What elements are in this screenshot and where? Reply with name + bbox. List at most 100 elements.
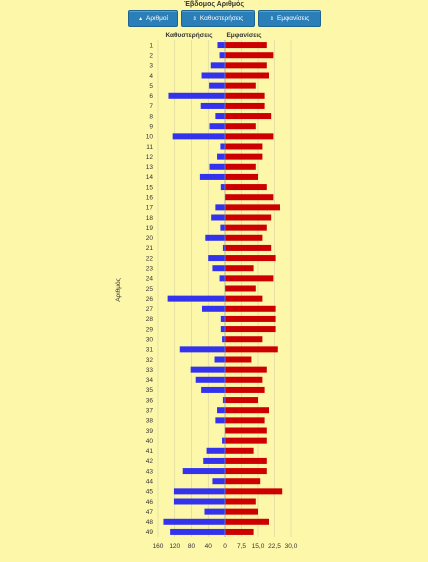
appearance-bar [225,82,256,89]
appearance-bar [225,407,269,414]
category-label: 38 [146,418,154,425]
appearance-bar [225,113,272,120]
sort-both-icon: ⇕ [192,15,197,22]
category-label: 40 [146,438,154,445]
delay-bar [220,315,225,322]
appearance-bar [225,184,267,191]
category-label: 44 [146,479,154,486]
category-label: 30 [146,337,154,344]
appearance-bar [225,62,267,69]
delay-bar [215,417,225,424]
appearance-bar [225,498,256,505]
delay-bar [215,113,225,120]
category-label: 1 [149,42,153,49]
category-label: 5 [149,83,153,90]
delay-bar [220,326,225,333]
appearance-bar [225,244,272,251]
appearance-bar [225,214,272,221]
delay-bar [220,143,225,150]
appearance-bar [225,42,267,49]
appearance-bar [225,518,269,525]
sort-by-appearances-button[interactable]: ⇕ Εμφανίσεις [258,10,321,27]
delay-bar [219,52,225,59]
delay-bar [201,72,225,79]
delay-bar [206,447,225,454]
delay-bar [212,265,225,272]
appearance-bar [225,417,265,424]
sort-by-delays-label: Καθυστερήσεις [199,15,244,22]
sort-by-number-label: Αριθμοί [146,15,168,22]
delay-bar [222,437,225,444]
category-label: 22 [146,255,154,262]
appearance-bar [225,173,258,180]
category-label: 29 [146,326,154,333]
appearance-bar [225,295,263,302]
left-tick-label: 120 [169,543,180,550]
appearance-bar [225,72,269,79]
delay-bar [209,82,225,89]
appearance-bar [225,528,254,535]
category-label: 28 [146,316,154,323]
delay-bar [205,234,225,241]
appearance-bar [225,356,252,363]
sort-by-delays-button[interactable]: ⇕ Καθυστερήσεις [181,10,255,27]
appearance-bar [225,204,280,211]
delay-bar [201,305,225,312]
category-label: 21 [146,245,154,252]
appearance-bar [225,194,274,201]
appearance-bar [225,488,283,495]
appearance-bar [225,336,263,343]
category-label: 18 [146,215,154,222]
appearance-bar [225,255,276,262]
category-label: 46 [146,499,154,506]
category-label: 31 [146,347,154,354]
category-label: 4 [149,73,153,80]
sort-by-appearances-label: Εμφανίσεις [276,15,310,22]
category-label: 26 [146,296,154,303]
delay-bar [214,356,225,363]
appearance-bar [225,508,258,515]
delay-bar [199,173,225,180]
category-label: 35 [146,387,154,394]
category-label: 13 [146,164,154,171]
left-tick-label: 160 [153,543,164,550]
appearance-bar [225,468,267,475]
category-label: 8 [149,113,153,120]
right-tick-label: 0 [223,543,227,550]
appearance-bar [225,447,254,454]
category-label: 39 [146,428,154,435]
appearance-bar [225,123,256,130]
right-tick-label: 30,0 [285,543,298,550]
appearance-bar [225,234,263,241]
appearance-bar [225,346,278,353]
category-label: 33 [146,367,154,374]
category-label: 19 [146,225,154,232]
delay-bar [170,528,225,535]
delay-bar [201,386,225,393]
appearance-bar [225,275,274,282]
category-label: 23 [146,266,154,273]
delay-bar [217,407,225,414]
left-series-header: Καθυστερήσεις [166,32,214,39]
left-tick-label: 80 [188,543,196,550]
category-label: 7 [149,103,153,110]
delay-bar [222,244,225,251]
appearance-bar [225,265,254,272]
category-label: 6 [149,93,153,100]
delay-bar [222,397,225,404]
category-label: 47 [146,509,154,516]
delay-bar [222,336,225,343]
sort-both-icon: ⇕ [269,15,274,22]
category-label: 14 [146,174,154,181]
appearance-bar [225,92,265,99]
appearance-bar [225,457,267,464]
delay-bar [220,184,225,191]
sort-by-number-button[interactable]: ▲ Αριθμοί [128,10,178,27]
delay-bar [210,62,225,69]
category-label: 9 [149,124,153,131]
delay-bar [172,133,225,140]
category-label: 10 [146,134,154,141]
delay-bar [209,163,225,170]
appearance-bar [225,285,256,292]
category-label: 12 [146,154,154,161]
